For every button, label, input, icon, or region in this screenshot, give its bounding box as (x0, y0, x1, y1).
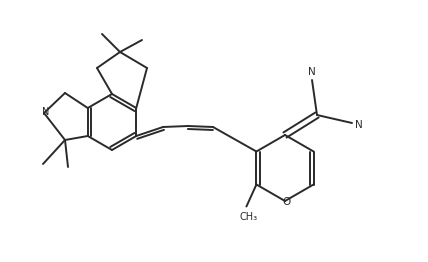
Text: N: N (308, 67, 316, 77)
Text: N: N (355, 120, 363, 130)
Text: O: O (283, 197, 291, 207)
Text: N: N (42, 107, 50, 117)
Text: CH₃: CH₃ (239, 211, 258, 221)
